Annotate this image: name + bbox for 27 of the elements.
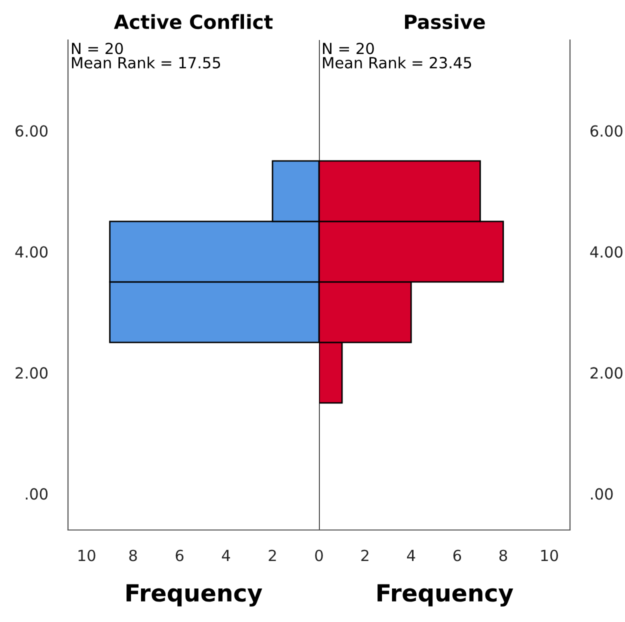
annotation: N = 20	[72, 42, 123, 54]
chart-title: Passive	[405, 14, 485, 30]
x-axis-title: Frequency	[126, 584, 262, 607]
annotation: Mean Rank = 23.45	[323, 56, 472, 68]
y-tick-label: 6.00	[590, 125, 622, 137]
chart-title: Active Conflict	[114, 14, 273, 30]
x-tick-label: 6	[453, 550, 462, 562]
y-tick-label: 6.00	[16, 125, 48, 137]
y-tick-label: 4.00	[15, 246, 48, 258]
annotation: N = 20	[323, 42, 374, 54]
x-tick-label: 2	[268, 550, 276, 562]
y-tick-label: .00	[591, 488, 613, 500]
annotation: Mean Rank = 17.55	[72, 56, 220, 68]
y-tick-label: 4.00	[590, 246, 622, 258]
y-tick-label: 2.00	[590, 367, 622, 379]
x-tick-label: 8	[499, 550, 508, 562]
x-axis-title: Frequency	[378, 584, 514, 607]
x-tick-label: 4	[406, 550, 416, 562]
x-tick-label: 10	[78, 550, 96, 562]
x-tick-label: 8	[129, 550, 137, 562]
x-tick-label: 0	[315, 550, 323, 562]
y-tick-label: 2.00	[16, 367, 48, 379]
x-tick-label: 10	[541, 550, 558, 562]
x-tick-label: 6	[176, 550, 184, 562]
x-tick-label: 2	[361, 550, 368, 562]
y-tick-label: .00	[26, 488, 48, 500]
x-tick-label: 4	[222, 550, 230, 562]
